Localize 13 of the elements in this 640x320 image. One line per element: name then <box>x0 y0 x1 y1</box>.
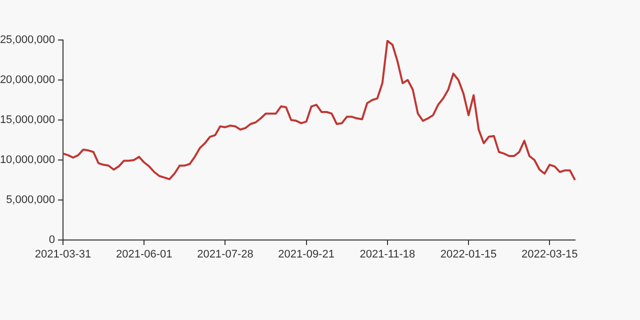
y-tick-label: 20,000,000 <box>0 74 55 86</box>
x-tick-label: 2022-01-15 <box>440 248 497 261</box>
y-tick-label: 25,000,000 <box>0 34 55 46</box>
y-tick-label: 10,000,000 <box>0 154 55 166</box>
y-tick-label: 5,000,000 <box>6 194 55 206</box>
x-tick-label: 2021-03-31 <box>34 248 92 261</box>
x-tick-label: 2022-03-15 <box>522 248 578 261</box>
x-tick-label: 2021-07-28 <box>197 248 254 261</box>
y-tick-label: 15,000,000 <box>0 114 55 126</box>
x-tick-label: 2021-11-18 <box>360 248 416 261</box>
x-tick-label: 2021-06-01 <box>116 248 172 261</box>
y-tick-label: 0 <box>48 234 55 246</box>
x-tick-label: 2021-09-21 <box>278 248 334 261</box>
